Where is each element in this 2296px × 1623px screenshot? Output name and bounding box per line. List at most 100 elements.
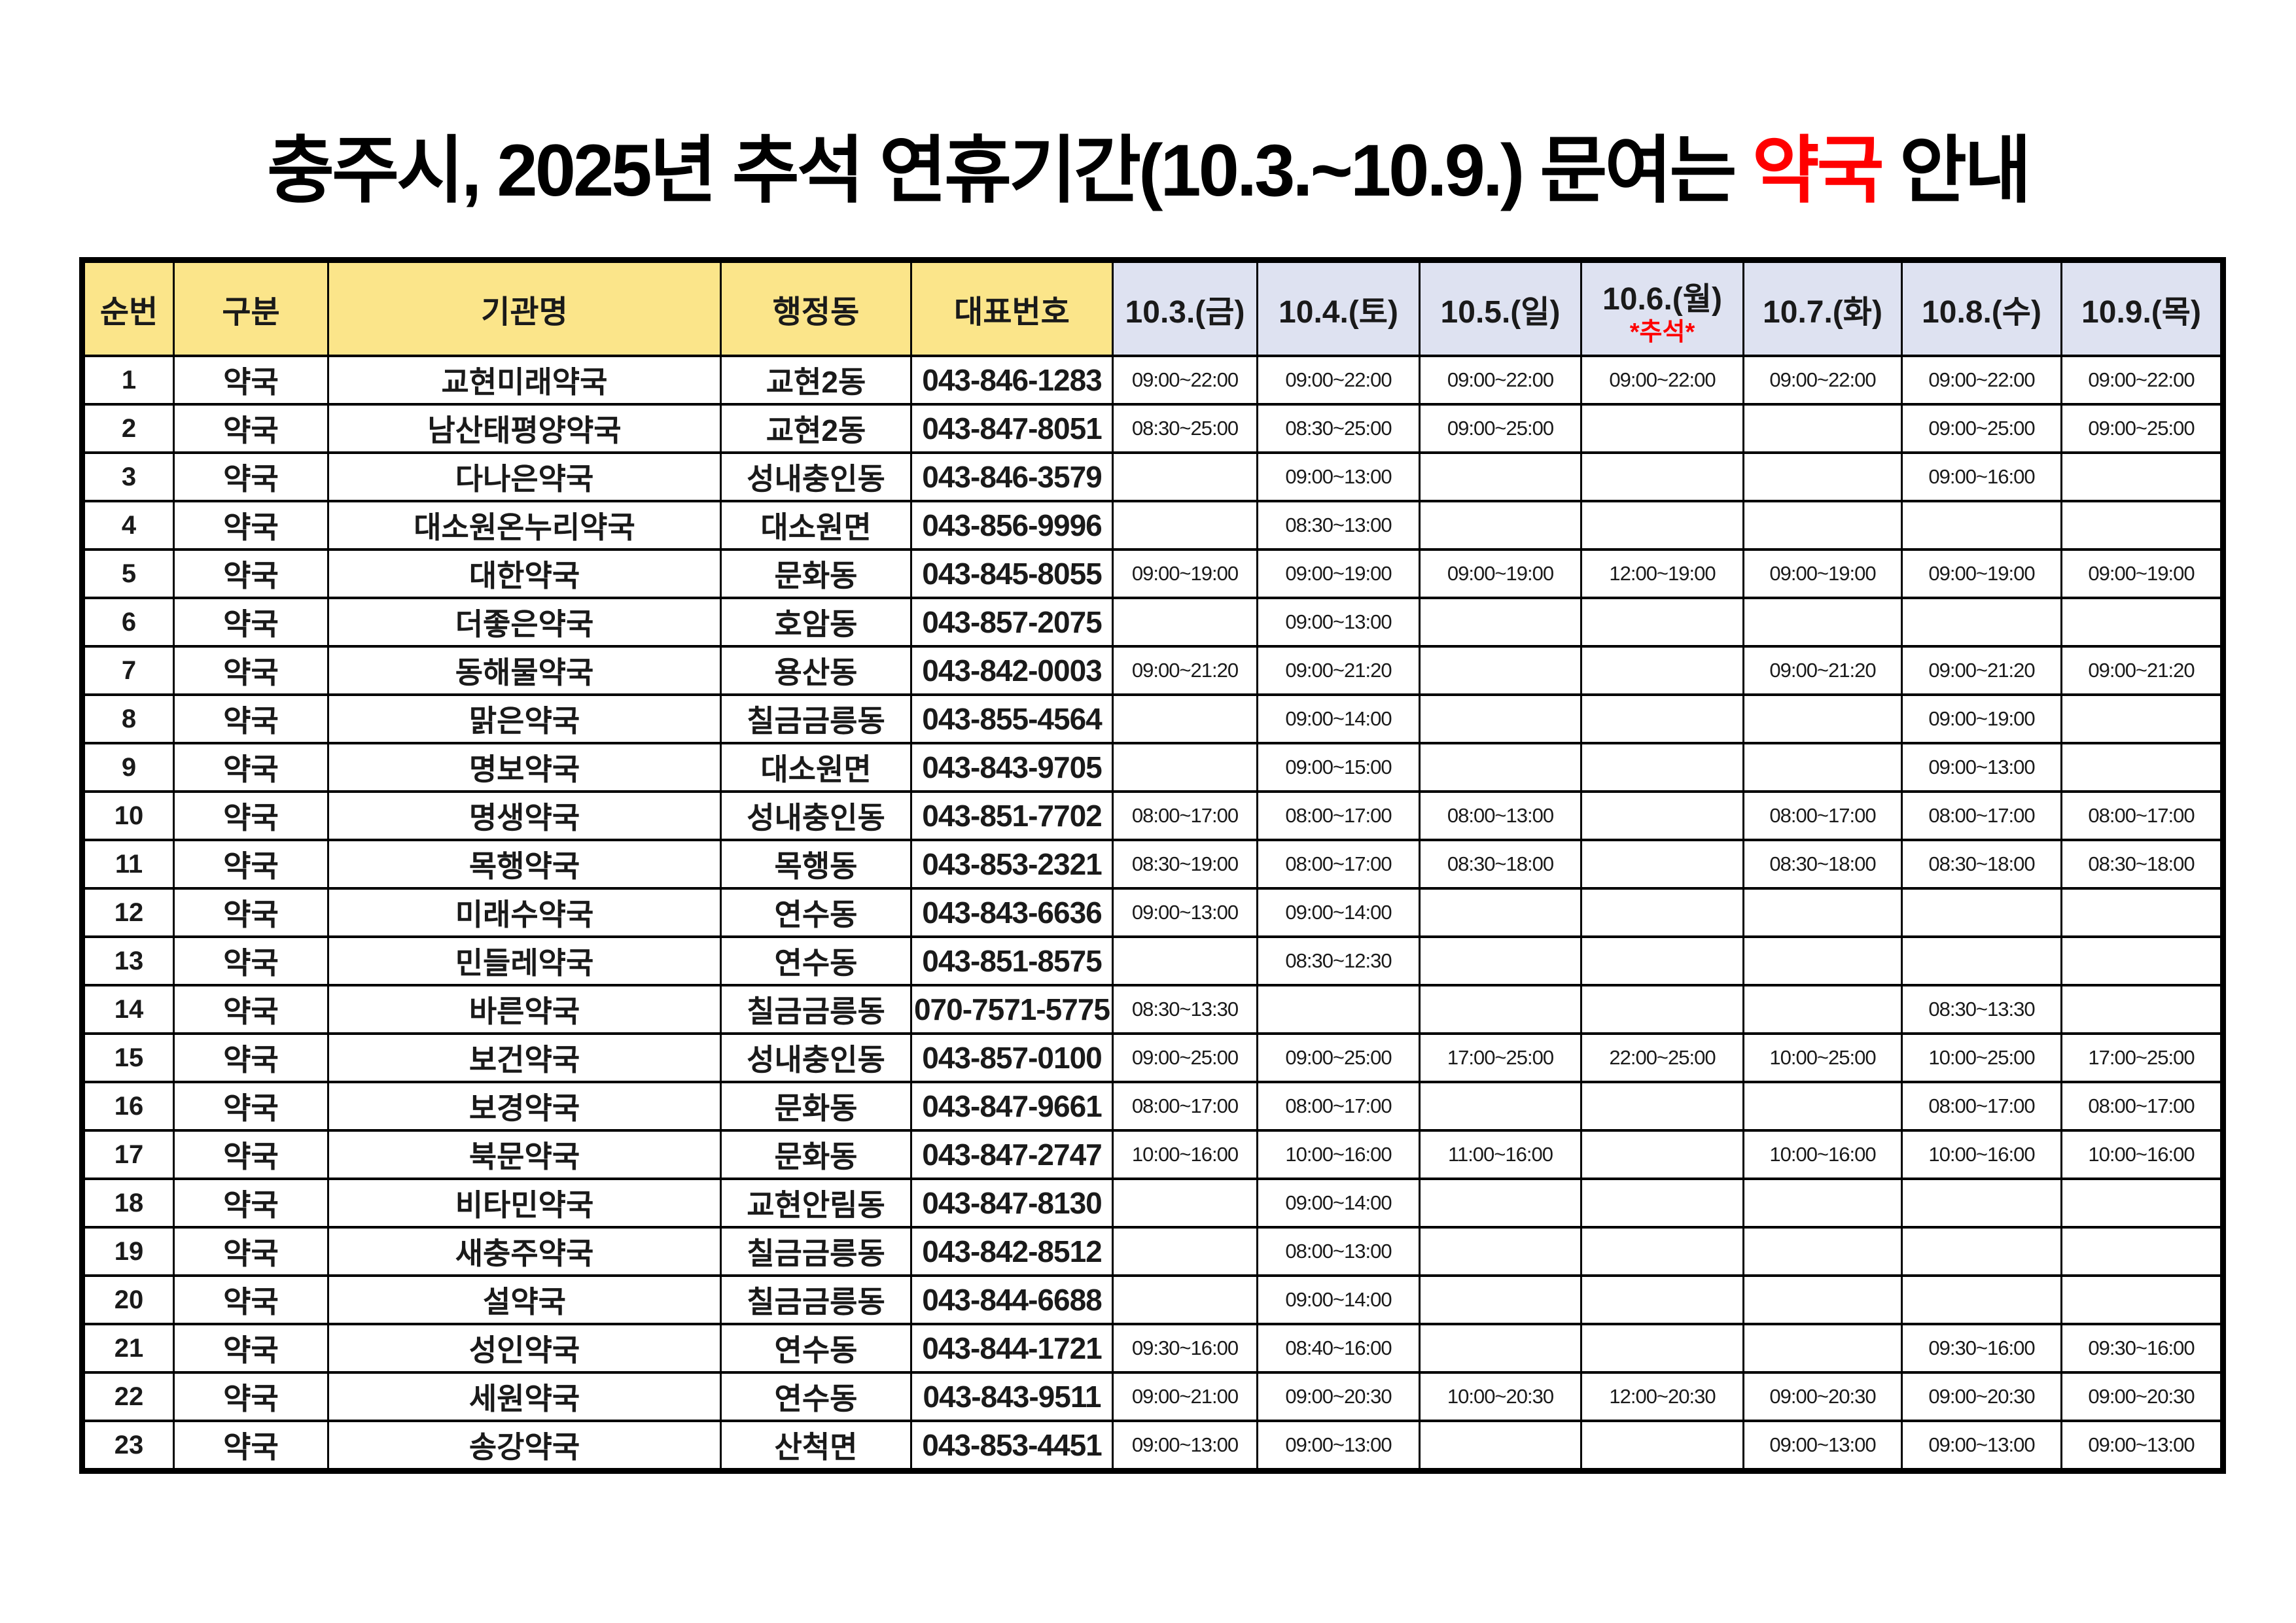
category: 약국: [173, 403, 329, 454]
hours-cell: [1419, 597, 1582, 648]
hours-cell: 12:00~20:30: [1580, 1371, 1744, 1422]
hours-cell: 09:00~20:30: [2060, 1371, 2224, 1422]
hours-cell: [1742, 693, 1903, 744]
date-label: 10.8.(수): [1922, 295, 2041, 330]
hours-cell: [1580, 500, 1744, 551]
table-row: 13 약국 민들레약국 연수동 043-851-8575 08:30~12:30: [81, 935, 2224, 986]
hours-cell: 09:00~13:00: [1256, 1420, 1421, 1473]
hours-cell: [1580, 1323, 1744, 1374]
header-cell-name: 기관명: [327, 258, 722, 357]
hours-cell: [2060, 887, 2224, 938]
hours-cell: [1901, 1178, 2062, 1229]
hours-cell: [1742, 1081, 1903, 1132]
row-number: 14: [81, 984, 175, 1035]
district: 문화동: [720, 548, 912, 599]
category: 약국: [173, 1274, 329, 1325]
page-title-highlight: 약국: [1752, 130, 1884, 211]
hours-cell: 09:00~14:00: [1256, 693, 1421, 744]
table-row: 17 약국 북문약국 문화동 043-847-2747 10:00~16:00 10:00~…: [81, 1129, 2224, 1180]
hours-cell: 08:00~17:00: [1112, 1081, 1258, 1132]
phone-number: 043-847-9661: [910, 1081, 1114, 1132]
category: 약국: [173, 1032, 329, 1083]
pharmacy-name: 미래수약국: [327, 887, 722, 938]
pharmacy-name: 새충주약국: [327, 1226, 722, 1277]
category: 약국: [173, 1178, 329, 1229]
table-row: 4 약국 대소원온누리약국 대소원면 043-856-9996 08:30~13:00: [81, 500, 2224, 551]
page-title-suffix: 안내: [1881, 130, 2032, 211]
hours-cell: [2060, 1274, 2224, 1325]
hours-cell: 12:00~19:00: [1580, 548, 1744, 599]
pharmacy-name: 남산태평양약국: [327, 403, 722, 454]
phone-number: 043-842-0003: [910, 645, 1114, 696]
hours-cell: 09:00~25:00: [1901, 403, 2062, 454]
hours-cell: 10:00~25:00: [1742, 1032, 1903, 1083]
hours-cell: 09:00~15:00: [1256, 742, 1421, 793]
hours-cell: 09:00~20:30: [1256, 1371, 1421, 1422]
hours-cell: 09:00~22:00: [1256, 355, 1421, 406]
hours-cell: 08:30~18:00: [1742, 839, 1903, 890]
district: 교현2동: [720, 403, 912, 454]
phone-number: 043-844-1721: [910, 1323, 1114, 1374]
table-row: 20 약국 설약국 칠금금릉동 043-844-6688 09:00~14:00: [81, 1274, 2224, 1325]
hours-cell: 08:00~17:00: [1901, 790, 2062, 841]
hours-cell: 09:00~22:00: [1419, 355, 1582, 406]
header-cell-date-oct7: 10.7.(화): [1742, 258, 1903, 357]
pharmacy-name: 대소원온누리약국: [327, 500, 722, 551]
hours-cell: 09:30~16:00: [1901, 1323, 2062, 1374]
hours-cell: 08:30~25:00: [1256, 403, 1421, 454]
table-header-row: 순번 구분 기관명 행정동 대표번호 10.3.(금) 10.4.(토) 10.…: [81, 258, 2224, 357]
hours-cell: [1901, 1226, 2062, 1277]
district: 성내충인동: [720, 1032, 912, 1083]
category: 약국: [173, 887, 329, 938]
category: 약국: [173, 1323, 329, 1374]
table-row: 11 약국 목행약국 목행동 043-853-2321 08:30~19:00 08:00~…: [81, 839, 2224, 890]
table-row: 6 약국 더좋은약국 호암동 043-857-2075 09:00~13:00: [81, 597, 2224, 648]
hours-cell: [1742, 597, 1903, 648]
hours-cell: [1419, 500, 1582, 551]
hours-cell: 08:30~13:00: [1256, 500, 1421, 551]
hours-cell: 08:00~17:00: [2060, 1081, 2224, 1132]
hours-cell: 09:00~22:00: [1742, 355, 1903, 406]
pharmacy-name: 맑은약국: [327, 693, 722, 744]
phone-number: 043-846-1283: [910, 355, 1114, 406]
hours-cell: 09:00~22:00: [2060, 355, 2224, 406]
row-number: 23: [81, 1420, 175, 1473]
row-number: 8: [81, 693, 175, 744]
pharmacy-name: 설약국: [327, 1274, 722, 1325]
hours-cell: [1112, 451, 1258, 502]
table-row: 21 약국 성인약국 연수동 043-844-1721 09:30~16:00 08:40~…: [81, 1323, 2224, 1374]
hours-cell: [2060, 500, 2224, 551]
hours-cell: [1419, 1274, 1582, 1325]
hours-cell: [1742, 403, 1903, 454]
hours-cell: 09:00~22:00: [1901, 355, 2062, 406]
district: 교현2동: [720, 355, 912, 406]
phone-number: 043-851-7702: [910, 790, 1114, 841]
hours-cell: [1742, 500, 1903, 551]
hours-cell: 09:00~22:00: [1112, 355, 1258, 406]
hours-cell: [1742, 1178, 1903, 1229]
hours-cell: [1580, 403, 1744, 454]
row-number: 10: [81, 790, 175, 841]
hours-cell: [1742, 742, 1903, 793]
hours-cell: 09:00~19:00: [1742, 548, 1903, 599]
pharmacy-name: 대한약국: [327, 548, 722, 599]
hours-cell: 09:00~19:00: [1901, 693, 2062, 744]
header-cell-district: 행정동: [720, 258, 912, 357]
category: 약국: [173, 355, 329, 406]
pharmacy-name: 목행약국: [327, 839, 722, 890]
district: 산척면: [720, 1420, 912, 1473]
table-row: 23 약국 송강약국 산척면 043-853-4451 09:00~13:00 09:00~…: [81, 1420, 2224, 1473]
pharmacy-name: 비타민약국: [327, 1178, 722, 1229]
row-number: 13: [81, 935, 175, 986]
category: 약국: [173, 839, 329, 890]
hours-cell: [1419, 887, 1582, 938]
hours-cell: 09:00~20:30: [1742, 1371, 1903, 1422]
hours-cell: 09:00~13:00: [2060, 1420, 2224, 1473]
hours-cell: 09:00~13:00: [1256, 451, 1421, 502]
hours-cell: [1580, 597, 1744, 648]
district: 호암동: [720, 597, 912, 648]
district: 성내충인동: [720, 451, 912, 502]
pharmacy-name: 북문약국: [327, 1129, 722, 1180]
hours-cell: [1901, 935, 2062, 986]
row-number: 5: [81, 548, 175, 599]
